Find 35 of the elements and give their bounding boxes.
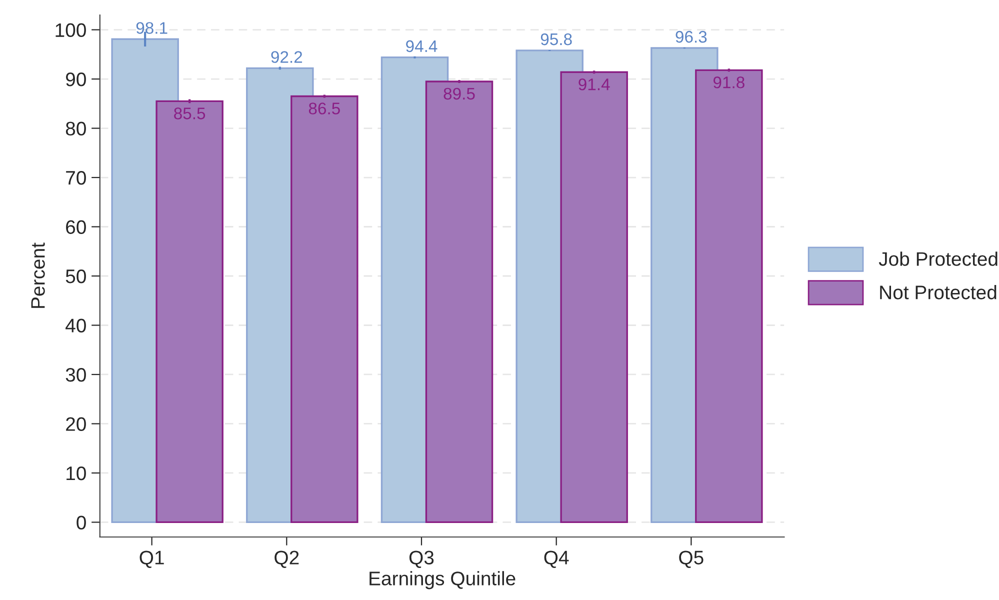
x-axis-title: Earnings Quintile [370,571,516,590]
data-label: 86.5 [308,102,340,114]
y-tick-label: 100 [56,23,86,38]
data-label: 85.5 [174,108,206,120]
bar [156,100,224,524]
data-label: 89.5 [444,88,475,100]
x-tick-label: Q5 [679,550,704,568]
y-axis-title: Percent [31,242,45,308]
data-label: 96.3 [676,30,707,43]
data-label: 91.4 [578,78,610,90]
legend-label: Not Protected [880,285,996,300]
data-label: 92.2 [271,51,302,63]
legend-label: Job Protected [878,252,998,266]
y-tick-label: 80 [66,122,86,136]
bar [695,69,763,524]
x-tick-label: Q3 [409,550,434,568]
x-tick-label: Q1 [140,550,164,568]
y-tick-label: 40 [66,318,86,332]
y-tick-label: 70 [66,170,86,185]
x-tick-label: Q2 [274,550,299,568]
y-tick-label: 50 [66,269,86,284]
bar [290,95,358,524]
data-label: 91.8 [713,76,744,88]
y-tick-label: 30 [66,368,86,382]
bar [560,71,628,524]
y-tick-label: 20 [66,417,86,431]
y-tick-label: 90 [66,72,86,86]
x-tick-label: Q4 [544,550,569,568]
y-tick-label: 0 [76,516,86,530]
y-tick-label: 60 [66,220,86,234]
data-label: 94.4 [406,40,438,52]
y-tick-label: 10 [66,466,86,480]
data-label: 98.1 [136,22,168,34]
data-label: 95.8 [540,33,572,46]
bar [425,80,494,524]
